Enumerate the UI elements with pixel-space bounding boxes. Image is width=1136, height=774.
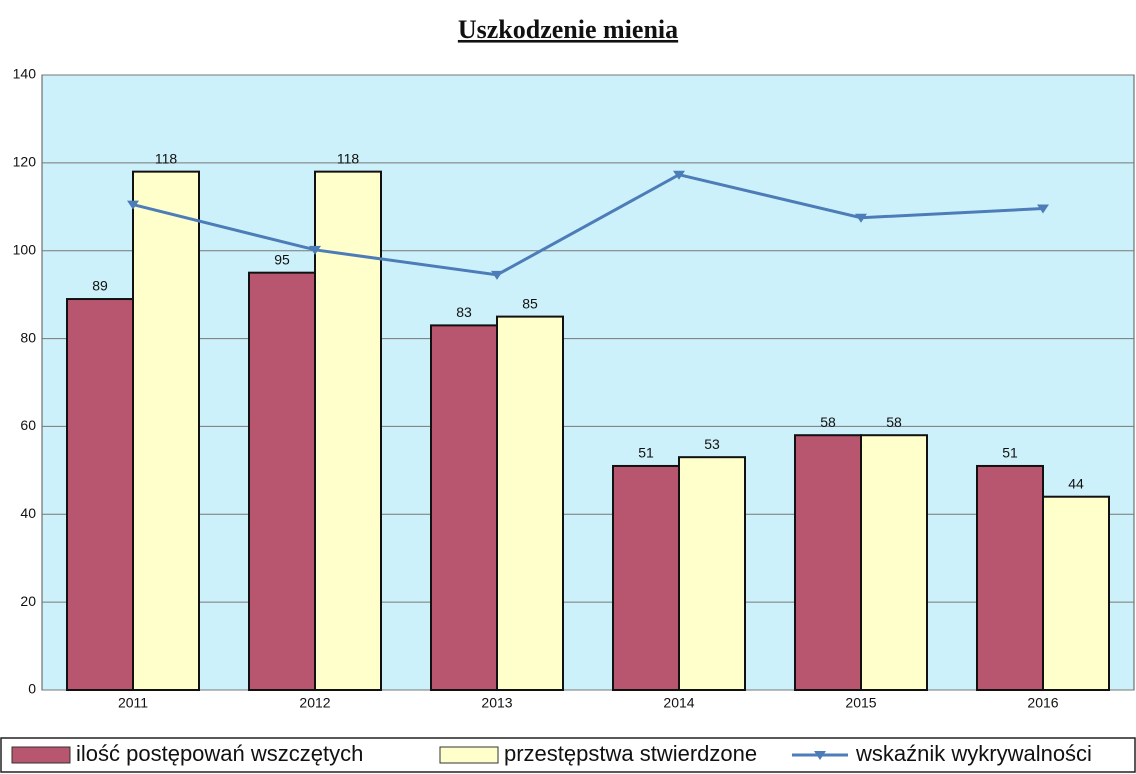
data-label: 58 (820, 414, 836, 430)
bar (678, 456, 746, 691)
y-tick-label: 80 (20, 329, 36, 345)
line (132, 173, 1044, 277)
bar (132, 170, 200, 691)
x-tick-label: 2012 (299, 695, 330, 711)
data-label: 85 (522, 295, 538, 311)
y-tick-label: 20 (20, 593, 36, 609)
bar (612, 464, 680, 692)
data-label: 51 (638, 445, 654, 461)
x-tick-label: 2014 (663, 695, 694, 711)
legend-swatch (11, 746, 71, 764)
y-tick-label: 0 (28, 681, 36, 697)
line-marker (855, 213, 867, 223)
data-label: 118 (337, 150, 360, 166)
y-tick-label: 40 (20, 505, 36, 521)
data-label: 83 (456, 304, 472, 320)
bar (794, 434, 862, 692)
y-tick-label: 140 (13, 66, 37, 82)
line-marker (491, 270, 503, 280)
x-tick-label: 2015 (845, 695, 876, 711)
data-label: 118 (155, 150, 178, 166)
bar (430, 324, 498, 691)
chart-title: Uszkodzenie mienia (458, 15, 678, 44)
data-label: 95 (274, 251, 290, 267)
y-tick-label: 100 (13, 241, 37, 257)
bar (860, 434, 928, 692)
data-label: 53 (704, 436, 720, 452)
x-tick-label: 2016 (1027, 695, 1058, 711)
line-marker (309, 245, 321, 255)
legend-swatch (439, 746, 499, 764)
y-tick-label: 60 (20, 417, 36, 433)
bar (314, 170, 382, 691)
legend-box (0, 737, 1136, 773)
legend-label: ilość postępowań wszczętych (76, 741, 363, 766)
legend-label: wskaźnik wykrywalności (855, 741, 1092, 766)
plot-area (41, 74, 1135, 691)
line-marker (1037, 204, 1049, 214)
legend-swatch (814, 751, 826, 760)
bar (66, 298, 134, 691)
bar (248, 271, 316, 691)
bar (976, 464, 1044, 692)
line-marker (127, 200, 139, 210)
line-marker (673, 170, 685, 180)
y-tick-label: 120 (13, 154, 37, 170)
data-label: 89 (92, 278, 108, 294)
bar (1042, 495, 1110, 692)
data-label: 51 (1002, 445, 1018, 461)
data-label: 44 (1068, 475, 1084, 491)
data-label: 58 (886, 414, 902, 430)
x-tick-label: 2011 (118, 695, 148, 711)
bar (496, 315, 564, 691)
legend-label: przestępstwa stwierdzone (504, 741, 757, 766)
x-tick-label: 2013 (481, 695, 512, 711)
